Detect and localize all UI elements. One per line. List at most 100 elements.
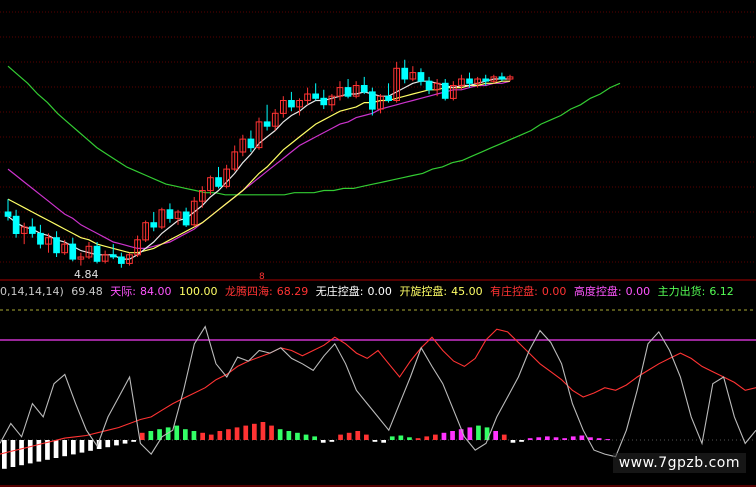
candle-body	[126, 254, 133, 264]
tianji-value: 84.00	[140, 285, 172, 298]
histogram-bar	[320, 440, 326, 443]
histogram-bar	[131, 440, 136, 442]
histogram-bar	[346, 432, 352, 440]
histogram-bar	[217, 431, 223, 440]
candle-body	[360, 85, 368, 93]
candle-body	[458, 78, 465, 86]
zhuli-value: 6.12	[709, 285, 734, 298]
histogram-bar	[441, 432, 447, 440]
histogram-bar	[200, 432, 205, 440]
candle-body	[506, 76, 514, 80]
candle-body	[401, 67, 409, 80]
candle-body	[77, 256, 85, 260]
kaixuan-label: 开旋控盘:	[399, 285, 448, 298]
histogram-bar	[467, 427, 473, 440]
histogram-bar	[27, 440, 33, 464]
histogram-bar	[527, 438, 533, 440]
histogram-bar	[562, 438, 567, 440]
tianji-extra-value: 100.00	[179, 285, 218, 298]
gaodu-value: 0.00	[625, 285, 651, 298]
ma-slow-line	[7, 80, 511, 249]
histogram-bar	[71, 440, 76, 455]
candle-body	[61, 243, 68, 254]
histogram-bar	[424, 436, 430, 440]
candle-body	[288, 100, 295, 108]
indicator-red-line	[0, 328, 756, 455]
candle-body	[263, 121, 271, 127]
histogram-bar	[415, 438, 421, 440]
histogram-bar	[450, 431, 455, 440]
histogram-bar	[501, 434, 507, 440]
candle-body	[190, 200, 198, 226]
histogram-bar	[260, 422, 266, 440]
histogram-bar	[191, 431, 197, 440]
gaodu-label: 高度控盘:	[573, 285, 622, 298]
histogram-bar	[303, 434, 309, 440]
histogram-bar	[329, 440, 335, 442]
candle-body	[101, 254, 109, 262]
ma-long-line	[7, 65, 621, 196]
candle-body	[37, 232, 44, 245]
candle-body	[223, 168, 231, 187]
histogram-bar	[183, 429, 188, 440]
histogram-bar	[389, 436, 395, 440]
histogram-bar	[588, 437, 593, 440]
candle-body	[304, 93, 311, 101]
longteng-label: 龙腾四海:	[225, 285, 273, 298]
histogram-bar	[208, 434, 214, 440]
histogram-bar	[165, 427, 171, 440]
histogram-bar	[277, 429, 283, 440]
candle-body	[207, 177, 214, 192]
candle-body	[166, 209, 174, 219]
histogram-bar	[53, 440, 59, 458]
candle-body	[239, 138, 247, 153]
candle-body	[158, 209, 166, 228]
candle-body	[182, 211, 190, 226]
histogram-bar	[122, 440, 128, 444]
candle-body	[409, 72, 417, 80]
histogram-bar	[519, 440, 524, 442]
candle-body	[328, 95, 336, 106]
histogram-bar	[570, 436, 576, 440]
candle-body	[134, 239, 141, 256]
histogram-bar	[493, 431, 498, 440]
indicator-panel	[0, 309, 756, 487]
candle-body	[369, 91, 376, 110]
histogram-bar	[139, 432, 145, 440]
histogram-bar	[312, 436, 317, 440]
histogram-bar	[148, 431, 154, 440]
histogram-bar	[510, 440, 516, 443]
candle-body	[231, 151, 239, 170]
histogram-bar	[114, 440, 119, 446]
histogram-bar	[596, 438, 602, 440]
histogram-bar	[372, 440, 378, 442]
candle-body	[271, 112, 279, 127]
candle-body	[215, 177, 222, 187]
candle-body	[312, 93, 319, 99]
candle-body	[320, 97, 328, 106]
histogram-bar	[433, 434, 438, 440]
kaixuan-value: 45.00	[451, 285, 483, 298]
candle-body	[85, 245, 93, 258]
histogram-bar	[355, 431, 361, 440]
histogram-bar	[286, 431, 292, 440]
candle-body	[344, 87, 352, 97]
candle-body	[12, 215, 20, 235]
histogram-bar	[338, 434, 343, 440]
histogram-bar	[579, 435, 585, 440]
candle-body	[377, 95, 384, 110]
histogram-bar	[79, 440, 85, 453]
histogram-bar	[88, 440, 93, 451]
candle-body	[69, 243, 77, 260]
candle-body	[425, 80, 433, 91]
histogram-bar	[157, 429, 162, 440]
candle-body	[255, 121, 263, 149]
histogram-bar	[458, 429, 464, 440]
histogram-bar	[605, 439, 611, 441]
candle-body	[199, 190, 206, 202]
indicator-params-value: 69.48	[71, 285, 103, 298]
candle-body	[280, 100, 287, 114]
histogram-bar	[45, 440, 50, 460]
histogram-bar	[476, 425, 481, 440]
candle-body	[482, 78, 490, 82]
